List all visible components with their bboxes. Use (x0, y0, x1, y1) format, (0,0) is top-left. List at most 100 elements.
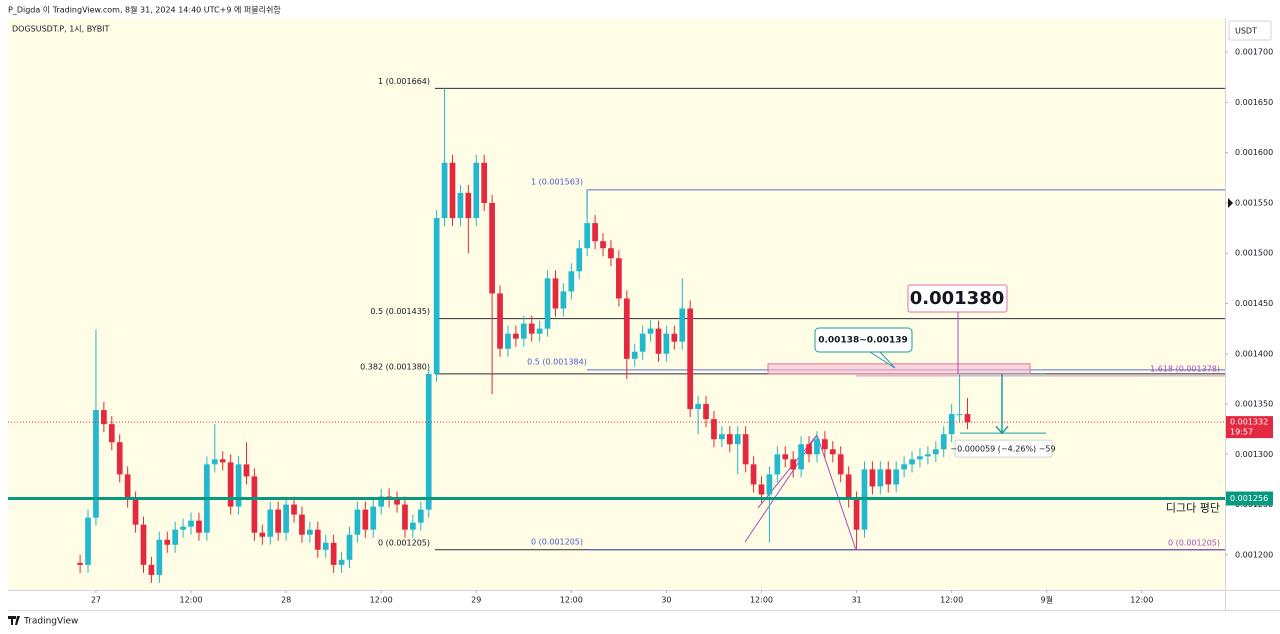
candle-body (909, 459, 915, 465)
candle (457, 184, 464, 227)
candle (734, 426, 741, 475)
candle (726, 426, 733, 453)
y-tick-label: 0.001650 (1235, 98, 1273, 107)
candle-body (623, 298, 630, 359)
candle (180, 518, 186, 538)
candle-body (299, 514, 305, 535)
candle-body (235, 464, 242, 507)
candle-body (172, 529, 179, 545)
candle (441, 88, 448, 227)
candle-body (536, 328, 543, 334)
candle (679, 278, 686, 350)
candle-body (726, 434, 733, 445)
candle (901, 456, 907, 478)
candle (77, 554, 83, 573)
callout-pointer (869, 351, 896, 369)
candle (267, 501, 274, 545)
x-tick-label: 29 (471, 596, 481, 605)
candle-body (679, 308, 686, 342)
candle-body (77, 562, 83, 565)
candle (108, 416, 115, 451)
logo (8, 616, 20, 625)
candle-body (544, 278, 551, 329)
candle (172, 521, 179, 553)
candle-body (584, 223, 591, 249)
candle (623, 290, 630, 379)
fib-label: 0 (0.001205) (378, 538, 430, 547)
last-price-text: 0.001332 (1230, 418, 1268, 427)
candle-body (520, 323, 527, 339)
candle-body (441, 162, 448, 219)
candle-body (940, 434, 947, 450)
candle (568, 263, 575, 300)
candle-body (338, 559, 345, 565)
candle-body (283, 504, 289, 533)
candle-body (782, 454, 789, 460)
candle (520, 315, 527, 347)
candle-body (814, 439, 820, 455)
candle-body (885, 469, 892, 485)
candle-body (219, 459, 226, 463)
candle-body (85, 517, 91, 565)
x-tick-label: 12:00 (940, 596, 963, 605)
measure-label: −0.000059 (−4.26%) −59 (950, 445, 1055, 454)
fib-label: 0.5 (0.001435) (370, 307, 430, 316)
candle-body (639, 333, 646, 352)
candle-body (671, 333, 678, 342)
candle (536, 320, 543, 342)
candle-body (822, 439, 828, 450)
candle (465, 184, 472, 254)
candle (362, 501, 369, 538)
candle-body (394, 499, 400, 505)
candle (528, 315, 535, 342)
candle-body (687, 308, 694, 410)
x-tick-label: 31 (851, 596, 861, 605)
fib-label: 0.5 (0.001384) (527, 357, 587, 366)
candle (402, 496, 408, 538)
candle-body (473, 162, 480, 219)
candle (251, 468, 258, 541)
candle-body (116, 442, 123, 475)
y-tick-label: 0.001200 (1235, 550, 1273, 559)
x-tick-label: 12:00 (370, 596, 393, 605)
candle-body (267, 509, 274, 537)
candle (917, 448, 923, 468)
candle-body (631, 351, 638, 359)
candle-body (275, 509, 282, 533)
candle (497, 285, 503, 357)
candle (845, 466, 852, 508)
candle-body (148, 564, 155, 575)
candle-body (568, 271, 575, 292)
candle (814, 431, 820, 463)
candle-body (616, 258, 622, 299)
callout-box (814, 327, 913, 353)
fib-label: 0.382 (0.001380) (360, 362, 430, 371)
candle-body (410, 522, 416, 530)
candle (592, 215, 598, 250)
candle-body (417, 509, 424, 523)
candle-body (948, 414, 955, 435)
candle-body (196, 520, 202, 533)
candle-body (552, 278, 559, 309)
candle (932, 441, 939, 463)
candle-body (932, 449, 939, 455)
fib-label: 1 (0.001664) (378, 77, 430, 86)
currency-box[interactable] (1228, 20, 1272, 41)
candle-body (877, 469, 884, 487)
x-tick-label: 9월 (1041, 595, 1053, 605)
candle-body (291, 504, 297, 515)
candle (948, 404, 955, 443)
candle-body (314, 529, 321, 550)
candle (853, 491, 860, 550)
last-price-tag (1226, 416, 1273, 439)
candle (822, 431, 828, 458)
brand: TradingView (23, 617, 78, 627)
x-tick-label: 12:00 (1130, 596, 1153, 605)
candle-body (742, 434, 749, 465)
candle-body (592, 223, 598, 242)
candle-body (93, 410, 99, 518)
candle-body (188, 520, 194, 527)
candle-body (600, 241, 606, 249)
candle (703, 395, 709, 428)
candle (964, 397, 971, 430)
